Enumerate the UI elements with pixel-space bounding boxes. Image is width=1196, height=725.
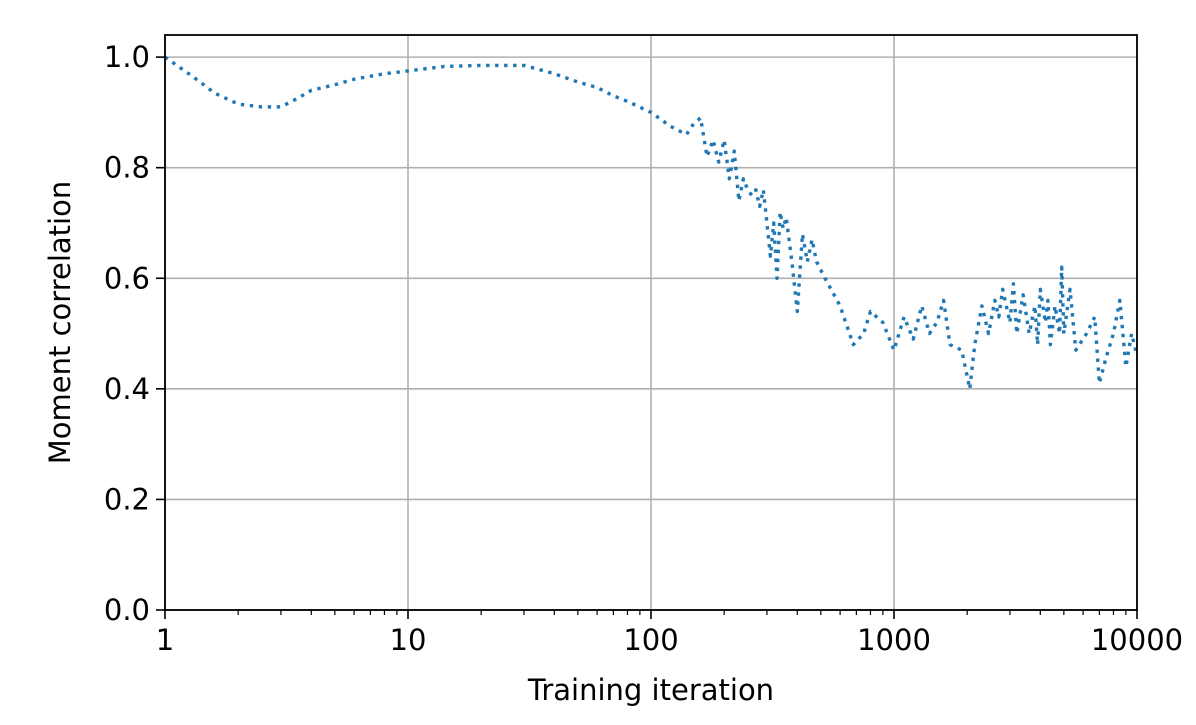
y-tick-label: 0.8 xyxy=(104,151,150,185)
y-tick-label: 1.0 xyxy=(104,40,150,74)
x-axis-label: Training iteration xyxy=(527,673,774,707)
y-tick-labels: 0.0 0.2 0.4 0.6 0.8 1.0 xyxy=(104,40,150,627)
x-tick-label: 1000 xyxy=(857,623,931,657)
x-tick-label: 10 xyxy=(390,623,427,657)
series-layer xyxy=(164,55,1139,391)
x-tick-label: 10000 xyxy=(1091,623,1183,657)
tick-marks xyxy=(156,56,1138,619)
x-tick-labels: 1 10 100 1000 10000 xyxy=(156,623,1183,657)
y-tick-label: 0.2 xyxy=(104,482,150,516)
y-tick-label: 0.4 xyxy=(104,372,150,406)
series-line xyxy=(164,55,1139,391)
x-tick-label: 100 xyxy=(623,623,678,657)
x-tick-label: 1 xyxy=(156,623,174,657)
y-tick-label: 0.6 xyxy=(104,261,150,295)
y-axis-label: Moment correlation xyxy=(43,181,77,464)
grid-lines xyxy=(164,35,1138,611)
y-tick-label: 0.0 xyxy=(104,593,150,627)
